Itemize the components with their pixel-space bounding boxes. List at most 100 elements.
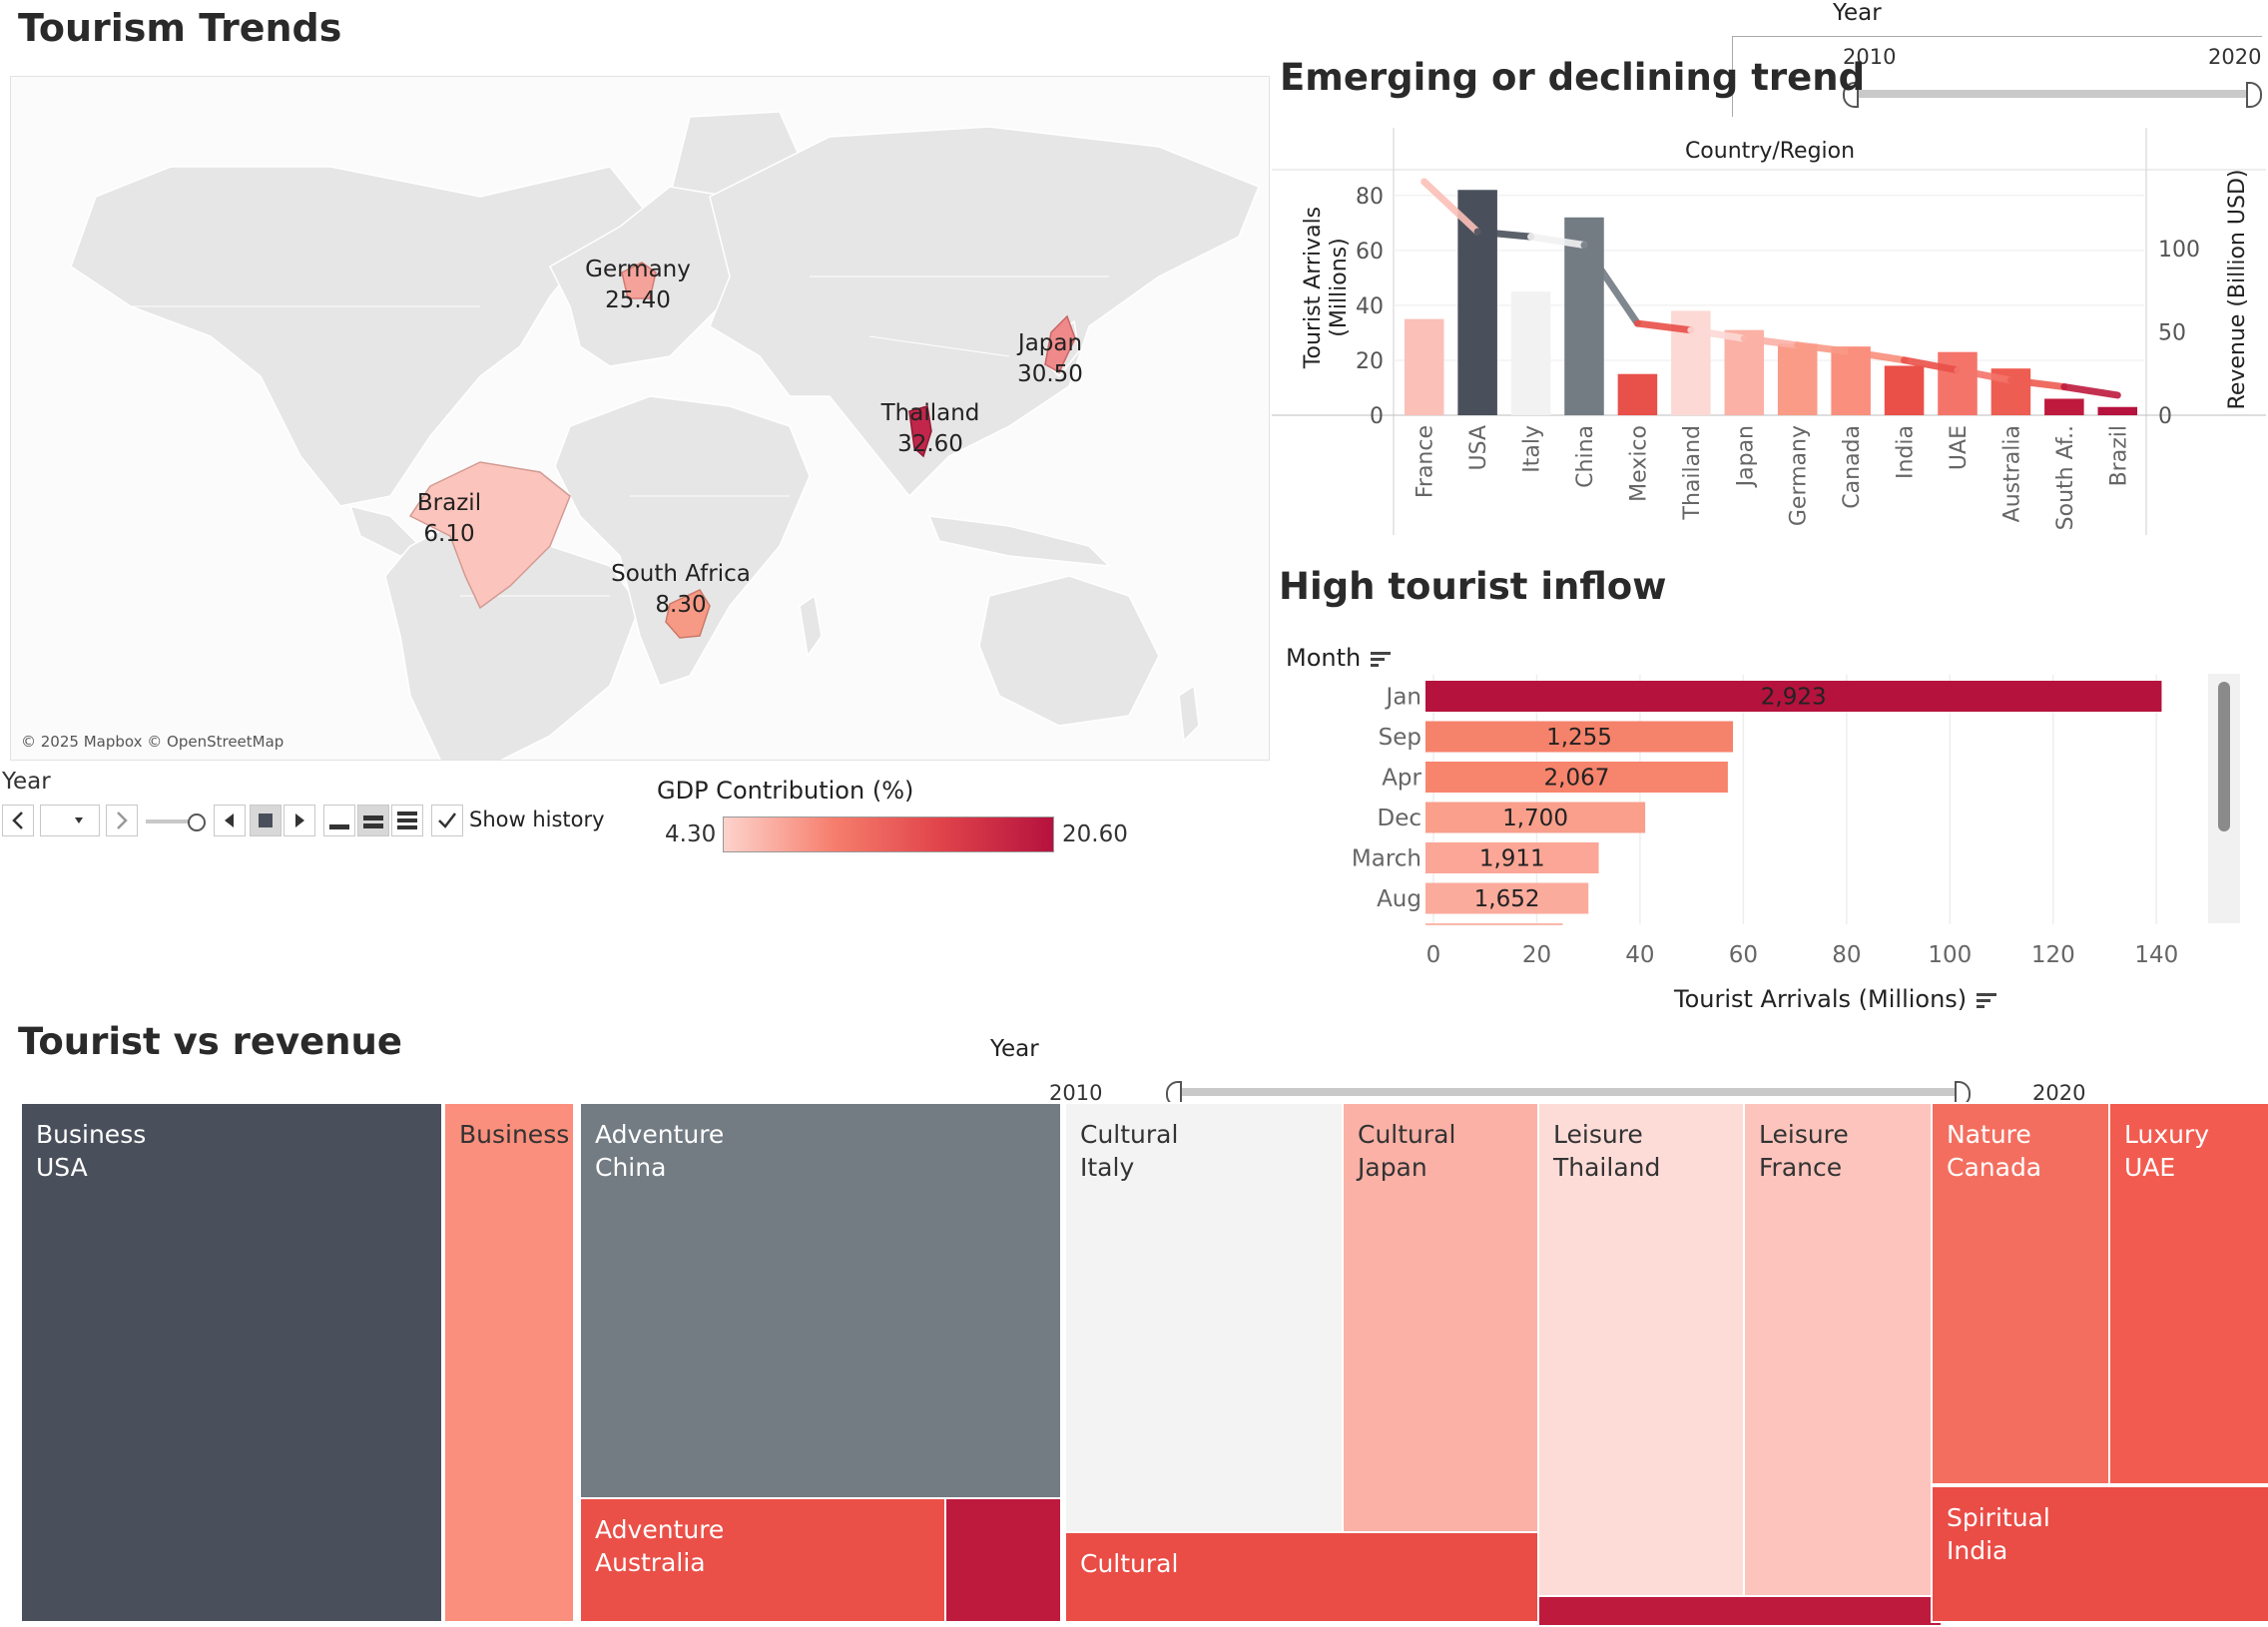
trend-bar[interactable] [1724,329,1765,415]
revenue-line-segment[interactable] [1473,228,1535,241]
treemap-cell-label: Adventure China [595,1120,725,1182]
year-control-label: Year [2,769,51,795]
play-forward-button[interactable] [284,805,315,836]
south-africa-shape[interactable] [665,589,711,639]
revenue-line-segment[interactable] [1687,326,1748,342]
inflow-scrollbar-thumb[interactable] [2218,682,2230,831]
trend-bar[interactable] [1457,190,1497,415]
x-tick-label: Thailand [1680,425,1705,520]
treemap-cell[interactable]: Adventure China [579,1102,1062,1501]
thailand-shape[interactable] [908,405,932,458]
trend-bar[interactable] [1404,318,1444,415]
trend-bar[interactable] [2044,398,2084,415]
year-dropdown[interactable] [40,805,100,836]
inflow-bar[interactable] [1425,802,1646,833]
year-range-max-handle[interactable] [2246,82,2262,108]
month-label: Aug [1377,886,1421,912]
sort-icon[interactable] [1369,649,1393,669]
x-tick-label: 20 [1522,942,1551,968]
revenue-line-segment[interactable] [1420,178,1481,236]
revenue-line-segment[interactable] [1901,356,1962,374]
treemap-cell[interactable]: Cultural Italy [1064,1102,1352,1533]
play-icon [295,814,304,827]
treemap-cell-label: Cultural [1080,1549,1179,1578]
revenue-line-segment[interactable] [1794,341,1855,355]
treemap-cell-label: Business USA [36,1120,147,1182]
inflow-bar[interactable] [1425,681,2162,712]
germany-shape[interactable] [621,262,657,299]
inflow-bar-partial [1425,923,1563,925]
x-tick-label: Brazil [2106,425,2131,486]
y2-tick-label: 0 [2158,404,2172,429]
speed-slider-track[interactable] [146,819,196,823]
revenue-line-segment[interactable] [2060,383,2121,399]
revenue-line-segment[interactable] [1847,347,1909,364]
inflow-bar[interactable] [1425,842,1599,873]
chevron-right-icon [117,812,128,829]
x-tick-label: Mexico [1626,425,1651,502]
year-range-track[interactable] [1851,90,2248,98]
inflow-xlabel[interactable]: Tourist Arrivals (Millions) [1674,985,1998,1013]
speed-normal-button[interactable] [357,805,389,836]
trend-bar[interactable] [1617,373,1658,415]
revenue-line-segment[interactable] [1527,233,1588,250]
treemap-cell[interactable]: Leisure Thailand [1537,1102,1747,1597]
treemap-cell[interactable]: Cultural [1064,1531,1553,1623]
revenue-line-segment[interactable] [1954,366,2014,384]
treemap-cell[interactable]: Adventure Australia [579,1497,948,1623]
speed-fast-button[interactable] [391,805,423,836]
sort-icon[interactable] [1975,990,1998,1010]
inflow-bar[interactable] [1425,882,1589,914]
inflow-bar[interactable] [1425,762,1728,793]
play-backward-button[interactable] [214,805,246,836]
show-history-label[interactable]: Show history [469,808,605,831]
y-tick-label: 20 [1356,349,1384,374]
year-filter-bottom-max: 2020 [2032,1081,2086,1105]
world-map[interactable]: Germany 25.40 Japan 30.50 Thailand 32.60… [10,76,1270,761]
treemap-cell[interactable]: Business USA [20,1102,443,1623]
revenue-line-segment[interactable] [1633,319,1695,334]
treemap-cell[interactable]: Spiritual India [1931,1485,2268,1623]
x-tick-label: 120 [2031,942,2075,968]
treemap-cell[interactable]: Nature Canada [1931,1102,2126,1485]
revenue-line-segment[interactable] [1580,242,1641,327]
map-attribution[interactable]: © 2025 Mapbox © OpenStreetMap [21,733,284,751]
pause-button[interactable] [250,805,282,836]
next-button[interactable] [106,805,138,836]
checkmark-icon [438,813,456,828]
treemap-cell[interactable]: Leisure France [1743,1102,1943,1597]
treemap-cell[interactable]: Business [443,1102,575,1623]
trend-bar[interactable] [1777,343,1818,415]
year-filter-bottom-track[interactable] [1174,1088,1963,1096]
treemap-cell[interactable] [944,1497,1062,1623]
trend-bar[interactable] [1510,291,1551,415]
trend-bar[interactable] [1938,351,1978,415]
speed-slider-thumb[interactable] [188,814,206,831]
japan-shape[interactable] [1044,314,1076,374]
trend-bar[interactable] [1884,365,1925,415]
inflow-bar[interactable] [1425,721,1734,753]
trend-bar[interactable] [2097,406,2138,415]
map-label-thailand: Thailand 32.60 [860,398,1000,460]
trend-chart-title: Emerging or declining trend [1280,56,1866,99]
treemap-cell-label: Business [459,1120,570,1149]
x-tick-label: Germany [1787,425,1812,526]
map-label-value: 30.50 [1017,361,1083,387]
year-range-min-handle[interactable] [1843,82,1859,108]
treemap-cell[interactable]: Luxury UAE [2108,1102,2268,1485]
show-history-checkbox[interactable] [431,805,463,836]
inflow-scrollbar[interactable] [2208,674,2240,923]
dashboard-title: Tourism Trends [18,6,342,50]
revenue-line-segment[interactable] [2006,376,2068,391]
treemap-cell[interactable] [1537,1595,1943,1627]
trend-bar[interactable] [1831,346,1871,415]
treemap-cell[interactable]: Cultural Japan [1342,1102,1553,1533]
inflow-chart: Jan 2,923 Sep 1,255 Apr 2,067 Dec 1,700 March 1,9… [1352,675,2178,968]
previous-button[interactable] [2,805,34,836]
treemap-cell-label: Leisure Thailand [1553,1120,1661,1182]
speed-slow-button[interactable] [323,805,355,836]
revenue-line-segment[interactable] [1740,334,1802,349]
x-tick-label: 40 [1625,942,1654,968]
inflow-row-header[interactable]: Month [1286,644,1393,672]
brazil-shape[interactable] [408,461,571,610]
